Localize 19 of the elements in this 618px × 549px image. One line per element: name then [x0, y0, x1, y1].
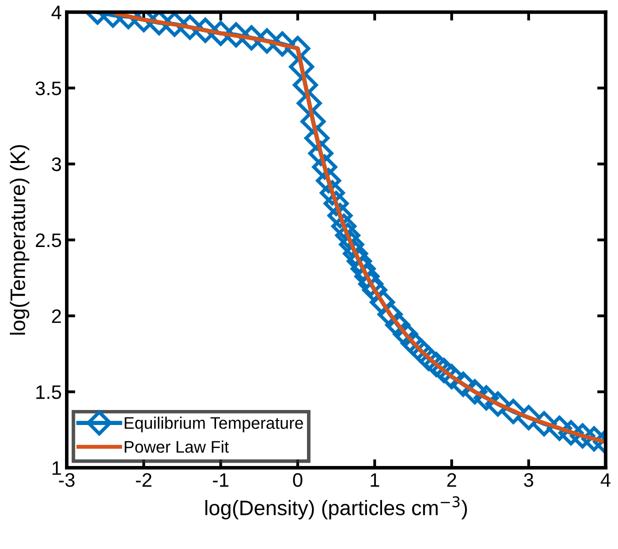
x-tick-label: 0 — [293, 473, 302, 487]
y-tick-label: 3.5 — [36, 81, 62, 96]
x-tick-label: 4 — [600, 473, 610, 487]
x-tick-label: 2 — [447, 473, 456, 487]
y-tick-label: 1.5 — [36, 385, 62, 400]
legend-label: Equilibrium Temperature — [124, 416, 304, 432]
y-tick-label: 1 — [52, 461, 61, 475]
x-tick-label: -1 — [212, 473, 228, 487]
y-axis-title: log(Temperature) (K) — [10, 145, 30, 335]
y-tick-label: 3 — [52, 157, 62, 172]
x-axis-title: log(Density) (particles cm$^{−3}$) — [205, 496, 467, 520]
x-tick-label: -3 — [58, 473, 75, 487]
y-tick-label: 2.5 — [36, 233, 62, 248]
x-tick-label: 1 — [370, 473, 380, 487]
y-tick-label: 4 — [52, 6, 62, 20]
y-tick-label: 2 — [52, 309, 61, 323]
x-tick-label: -2 — [136, 473, 152, 487]
x-tick-label: 3 — [524, 473, 534, 487]
legend-label: Power Law Fit — [124, 440, 229, 453]
